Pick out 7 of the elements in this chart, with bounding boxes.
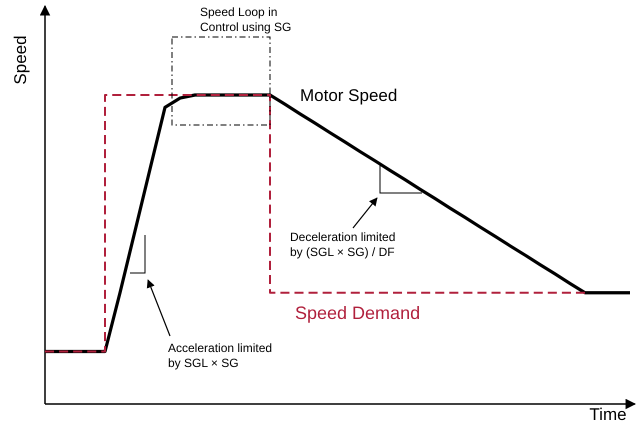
series-label: Speed Demand: [295, 303, 420, 323]
text: Speed Loop in Control using SG: [200, 5, 292, 34]
x-axis-title: Time: [589, 405, 627, 424]
y-axis-title: Speed: [11, 35, 30, 85]
annotation: Deceleration limited by (SGL × SG) / DF: [290, 230, 396, 259]
series-label: Motor Speed: [300, 86, 398, 105]
annotation: Acceleration limited by SGL × SG: [168, 341, 272, 370]
